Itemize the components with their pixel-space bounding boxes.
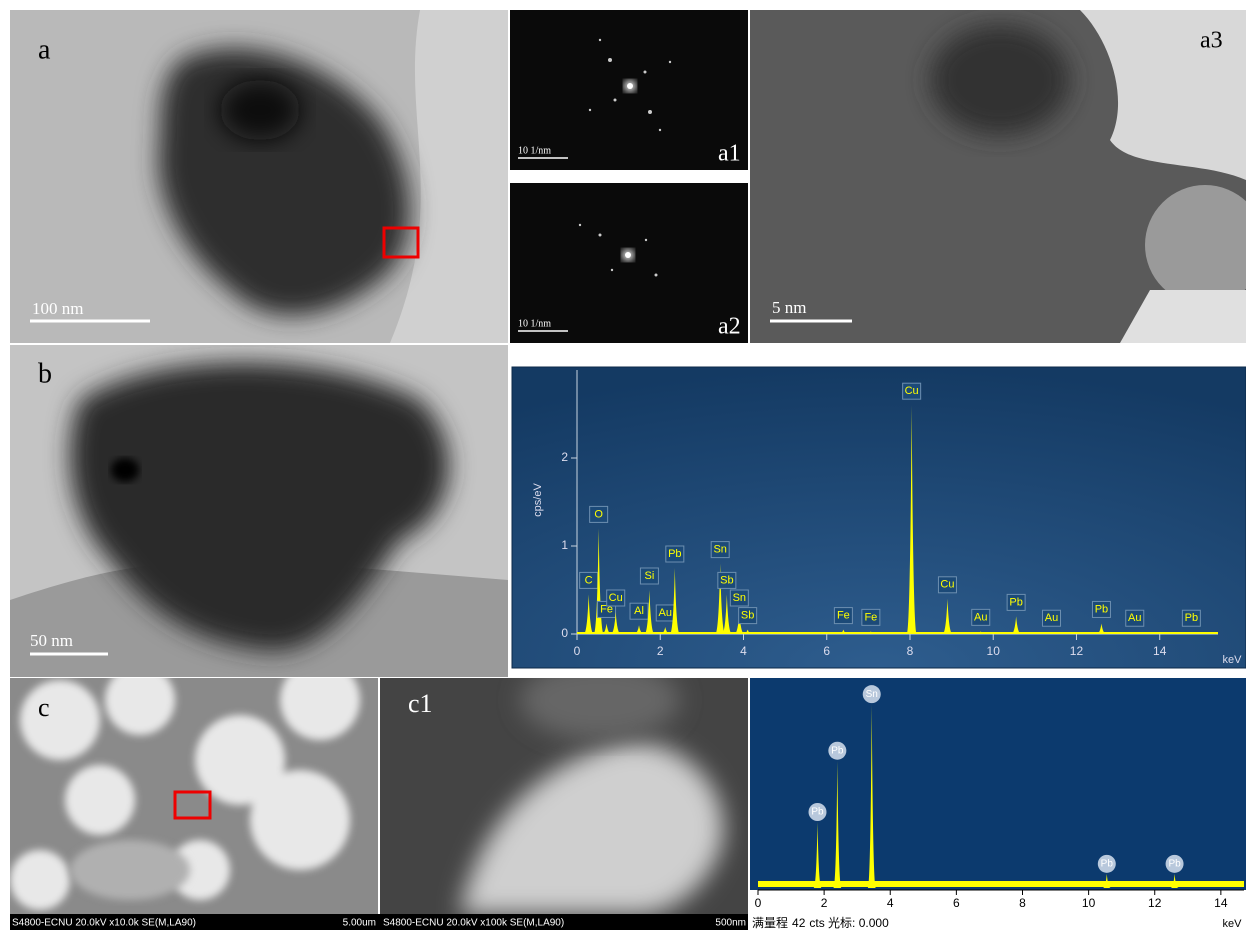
peak-label: Sn: [733, 592, 746, 604]
scale-bar-label: 100 nm: [32, 299, 83, 318]
tem-image-b: [10, 345, 508, 677]
x-tick-label: 10: [1082, 896, 1096, 910]
panel-label: a1: [718, 141, 741, 167]
peak-label: Sb: [741, 610, 754, 622]
x-axis-label: keV: [1223, 654, 1243, 666]
peak-label: Pb: [1101, 858, 1114, 869]
x-tick-label: 4: [740, 644, 747, 658]
scale-bar-label: 10 1/nm: [518, 318, 551, 329]
peak-label: Cu: [940, 579, 954, 591]
peak-label: Au: [1045, 612, 1058, 624]
x-tick-label: 14: [1153, 644, 1167, 658]
x-tick-label: 6: [953, 896, 960, 910]
hrtem-image-a3: [750, 10, 1246, 343]
peak-label: C: [585, 574, 593, 586]
peak-label: Cu: [905, 385, 919, 397]
scale-bar-label: 10 1/nm: [518, 145, 551, 156]
panel-label: b: [38, 358, 52, 389]
peak-label: Fe: [837, 610, 850, 622]
peak-label: O: [594, 508, 603, 520]
x-tick-label: 2: [657, 644, 664, 658]
y-axis-label: cps/eV: [532, 483, 544, 517]
x-tick-label: 12: [1148, 896, 1162, 910]
peak-label: Pb: [1185, 612, 1198, 624]
y-tick-label: 2: [561, 450, 568, 464]
x-tick-label: 2: [821, 896, 828, 910]
peak-label: Fe: [864, 611, 877, 623]
panel-label: c: [38, 693, 50, 722]
scale-bar-label: 50 nm: [30, 631, 73, 650]
peak-label: Sn: [866, 689, 878, 700]
x-tick-label: 4: [887, 896, 894, 910]
peak-label: Pb: [668, 548, 681, 560]
sem-scale: 500nm: [715, 918, 746, 929]
x-tick-label: 8: [1019, 896, 1026, 910]
sem-info: S4800-ECNU 20.0kV x10.0k SE(M,LA90): [12, 918, 196, 929]
sem-info: S4800-ECNU 20.0kV x100k SE(M,LA90): [383, 918, 564, 929]
x-tick-label: 14: [1214, 896, 1228, 910]
footer-part: 42: [792, 916, 806, 930]
x-tick-label: 0: [574, 644, 581, 658]
sem-image-c1: [380, 660, 748, 914]
x-tick-label: 6: [823, 644, 830, 658]
sem-scale: 5.00um: [343, 918, 376, 929]
figure: a 100 nm a1 10 1/nm a2 10 1/nm a3 5 nm b…: [0, 0, 1246, 930]
peak-label: Si: [645, 570, 655, 582]
scale-bar-label: 5 nm: [772, 298, 806, 317]
page: {"panels":{"a":"a","a1":"a1","a2":"a2","…: [0, 0, 1246, 935]
footer-part: 满量程: [752, 915, 788, 930]
footer-part: cts 光标: 0.000: [809, 916, 889, 930]
peak-label: Pb: [811, 807, 824, 818]
tem-image-a: [10, 10, 508, 343]
peak-label: Au: [659, 607, 672, 619]
peak-label: Pb: [831, 745, 844, 756]
panel-label: a2: [718, 314, 741, 340]
y-tick-label: 1: [561, 538, 568, 552]
x-tick-label: 12: [1070, 644, 1084, 658]
peak-label: Sb: [720, 574, 733, 586]
peak-label: Pb: [1168, 858, 1181, 869]
y-tick-label: 0: [561, 626, 568, 640]
panel-label: c1: [408, 689, 433, 718]
peak-label: Au: [1128, 612, 1141, 624]
panel-label: a3: [1200, 28, 1223, 54]
peak-label: Sn: [713, 544, 726, 556]
panel-label: a: [38, 34, 51, 65]
peak-label: Pb: [1095, 603, 1108, 615]
x-axis-label: keV: [1223, 918, 1243, 930]
peak-label: Cu: [609, 592, 623, 604]
peak-label: Al: [634, 605, 644, 617]
peak-label: Au: [974, 611, 987, 623]
x-tick-label: 0: [755, 896, 762, 910]
x-tick-label: 10: [987, 644, 1001, 658]
sem-image-c: [10, 660, 378, 914]
x-tick-label: 8: [907, 644, 914, 658]
peak-label: Pb: [1009, 596, 1022, 608]
